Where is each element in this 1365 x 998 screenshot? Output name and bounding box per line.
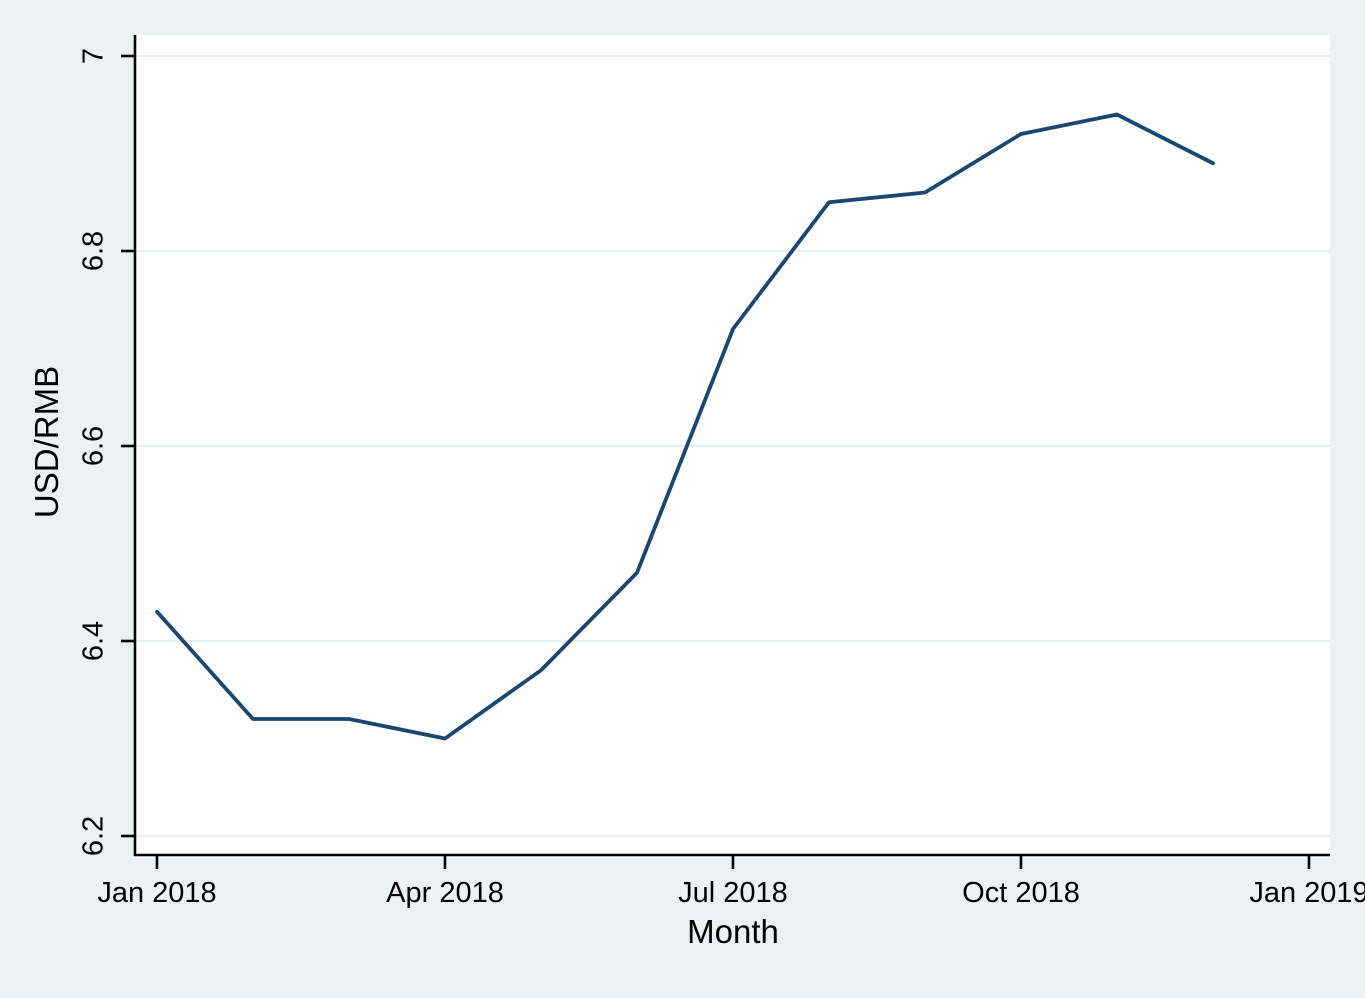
series-group [155,112,1215,741]
y-tick-label: 6.6 [78,426,110,466]
x-tick-label: Oct 2018 [962,877,1080,909]
x-axis-ticks: Jan 2018 Apr 2018 Jul 2018 Oct 2018 Jan 2019 [97,855,1365,909]
x-tick-label: Jul 2018 [678,877,788,909]
x-tick-label: Apr 2018 [386,877,504,909]
x-axis-title: Month [687,913,779,950]
x-tick-label: Jan 2018 [97,877,216,909]
y-tick-label: 6.4 [78,621,110,661]
y-tick-label: 6.8 [78,231,110,271]
x-tick-label: Jan 2019 [1249,877,1365,909]
gridlines [135,55,1330,837]
y-axis-ticks: 6.2 6.4 6.6 6.8 7 [78,48,135,856]
y-axis-title: USD/RMB [28,366,65,518]
y-tick-label: 7 [78,48,110,64]
series-line-usd-rmb [155,112,1215,741]
y-tick-label: 6.2 [78,816,110,856]
